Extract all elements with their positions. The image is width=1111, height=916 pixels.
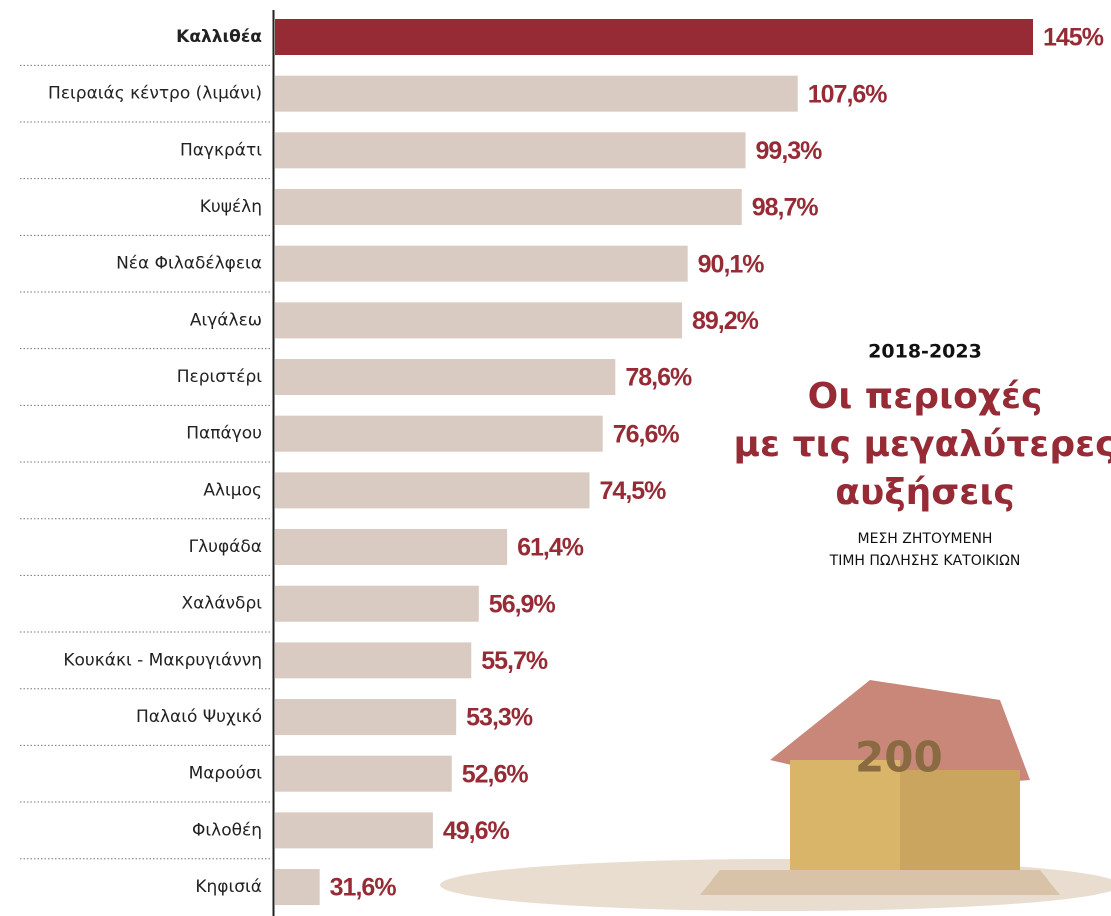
kicker: 2018-2023 [868,341,982,363]
category-label: Φιλοθέη [192,820,262,840]
category-label: Νέα Φιλαδέλφεια [116,254,262,274]
value-label: 99,3% [756,137,823,165]
value-label: 61,4% [517,534,584,562]
value-label: 49,6% [443,817,510,845]
category-label: Παπάγου [186,424,262,444]
house-illustration: 200 [440,680,1111,911]
bar [275,416,603,452]
title-line: αυξήσεις [835,472,1014,513]
value-label: 56,9% [489,590,556,618]
category-label: Περιστέρι [177,367,263,387]
value-label: 98,7% [752,194,819,222]
bar [275,76,798,112]
category-label: Γλυφάδα [189,537,262,557]
value-label: 90,1% [698,250,765,278]
value-label: 53,3% [466,704,533,732]
category-label: Κηφισιά [195,877,262,897]
bar [275,756,452,792]
category-label: Κουκάκι - Μακρυγιάννη [63,650,262,670]
category-label: Αιγάλεω [190,310,262,330]
bar [275,132,746,168]
value-label: 107,6% [808,80,888,108]
bar [275,246,688,282]
category-label: Μαρούσι [189,764,263,784]
value-label: 76,6% [613,420,680,448]
value-label: 55,7% [481,647,548,675]
category-label: Κυψέλη [200,197,262,217]
bar [275,586,479,622]
title-line: Οι περιοχές [808,376,1043,417]
bar [275,359,615,395]
banknote-art: 200 [855,733,943,782]
value-label: 74,5% [600,477,667,505]
category-label: Αλιμος [203,480,262,500]
category-label: Χαλάνδρι [181,594,262,614]
subtitle-line: ΜΕΣΗ ΖΗΤΟΥΜΕΝΗ [858,531,993,547]
value-label: 78,6% [625,364,692,392]
title-line: με τις μεγαλύτερες [734,424,1111,465]
category-label: Καλλιθέα [176,27,262,47]
bar [275,642,471,678]
bar [275,189,742,225]
value-label: 89,2% [692,307,759,335]
bar [275,302,682,338]
bar [275,699,456,735]
subtitle-line: ΤΙΜΗ ΠΩΛΗΣΗΣ ΚΑΤΟΙΚΙΩΝ [829,553,1021,569]
chart: 200 2018-2023 Οι περιοχές με τις μεγαλύτ… [0,0,1111,916]
value-label: 52,6% [462,760,529,788]
category-label: Παλαιό Ψυχικό [136,707,262,727]
bar [275,869,320,905]
value-label: 31,6% [330,874,397,902]
category-label: Παγκράτι [180,140,262,160]
bar [275,529,507,565]
bar [275,472,590,508]
value-label: 145% [1043,24,1104,52]
bar [275,812,433,848]
bar [275,19,1033,55]
category-label: Πειραιάς κέντρο (λιμάνι) [48,84,262,104]
